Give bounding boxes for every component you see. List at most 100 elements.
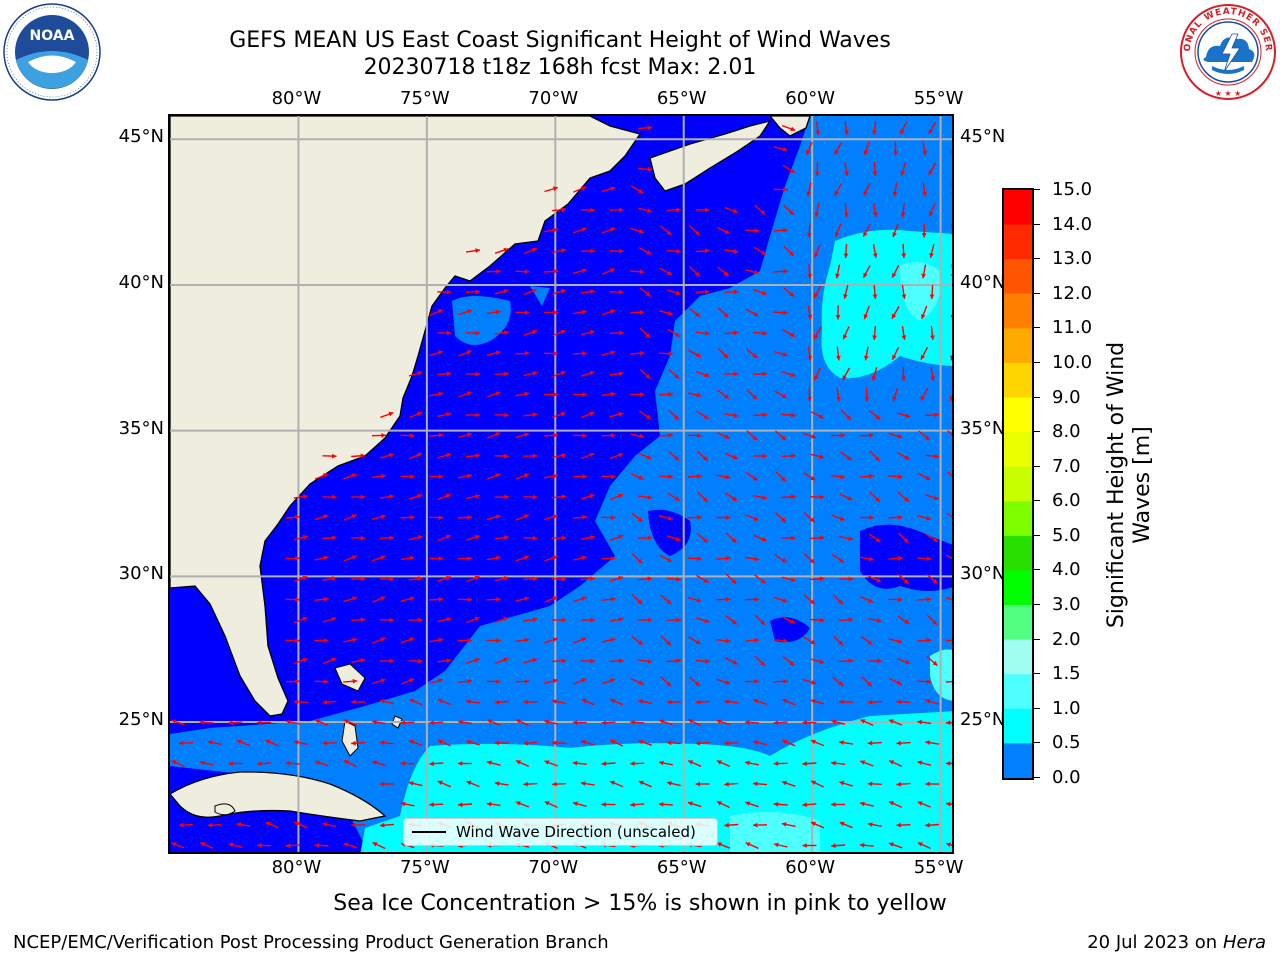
wave-direction-arrowhead bbox=[659, 719, 665, 724]
wave-direction-arrowhead bbox=[695, 781, 700, 787]
wave-direction-arrow bbox=[945, 597, 952, 601]
wave-direction-arrowhead bbox=[581, 268, 587, 274]
wave-direction-arrowhead bbox=[618, 534, 624, 540]
colorbar-tick bbox=[1034, 223, 1040, 225]
wave-direction-arrowhead bbox=[331, 535, 337, 541]
lon-tick-bottom: 60°W bbox=[785, 857, 836, 878]
wave-direction-arrowhead bbox=[810, 639, 816, 645]
colorbar-tick bbox=[1034, 361, 1040, 363]
wave-direction-arrowhead bbox=[950, 192, 952, 194]
colorbar-label: 8.0 bbox=[1052, 421, 1081, 443]
wave-direction-arrowhead bbox=[647, 495, 653, 500]
wave-direction-arrowhead bbox=[544, 719, 550, 725]
colorbar-title: Significant Height of Wind Waves [m] bbox=[1104, 342, 1156, 628]
wave-direction-arrowhead bbox=[637, 517, 643, 522]
wave-direction-arrowhead bbox=[302, 657, 308, 663]
wave-direction-arrowhead bbox=[302, 535, 308, 540]
wave-direction-arrowhead bbox=[949, 396, 952, 401]
wave-direction-arrowhead bbox=[676, 576, 681, 582]
wave-direction-arrowhead bbox=[791, 453, 796, 459]
wave-direction-arrowhead bbox=[532, 371, 538, 376]
wave-direction-arrowhead bbox=[237, 739, 242, 745]
wave-direction-arrowhead bbox=[688, 760, 694, 765]
wave-direction-arrowhead bbox=[400, 761, 406, 766]
wave-direction-arrowhead bbox=[725, 474, 731, 480]
wave-direction-arrowhead bbox=[928, 129, 933, 135]
wave-direction-arrowhead bbox=[372, 842, 378, 847]
wave-direction-arrowhead bbox=[863, 190, 868, 196]
wave-direction-arrowhead bbox=[446, 289, 452, 295]
lat-tick-right: 45°N bbox=[960, 126, 1006, 148]
wave-direction-arrowhead bbox=[438, 474, 444, 479]
wave-direction-arrowhead bbox=[666, 230, 672, 235]
wave-direction-arrowhead bbox=[875, 456, 880, 461]
wave-direction-arrowhead bbox=[560, 288, 566, 294]
wave-direction-arrowhead bbox=[466, 391, 472, 396]
wave-direction-arrowhead bbox=[752, 476, 758, 481]
lat-tick-left: 45°N bbox=[118, 126, 164, 148]
wave-direction-arrowhead bbox=[811, 780, 816, 786]
wave-direction-arrowhead bbox=[619, 330, 624, 336]
wave-direction-arrowhead bbox=[802, 720, 807, 725]
wave-direction-arrowhead bbox=[589, 330, 595, 335]
wave-direction-arrowhead bbox=[639, 269, 645, 275]
colorbar-tick bbox=[1034, 569, 1040, 571]
wave-direction-arrowhead bbox=[917, 719, 922, 725]
wave-direction-arrowhead bbox=[753, 781, 758, 787]
colorbar-tick bbox=[1034, 189, 1040, 190]
wave-direction-arrowhead bbox=[705, 248, 710, 254]
wave-direction-arrow bbox=[946, 554, 952, 559]
footer-host: Hera bbox=[1222, 932, 1266, 953]
wave-direction-arrowhead bbox=[618, 412, 624, 417]
wave-direction-arrowhead bbox=[697, 473, 702, 479]
wave-direction-arrowhead bbox=[487, 719, 493, 724]
wave-direction-arrowhead bbox=[429, 802, 434, 807]
colorbar-tick bbox=[1034, 673, 1040, 675]
wave-direction-arrowhead bbox=[789, 168, 795, 173]
wave-direction-arrowhead bbox=[630, 802, 635, 808]
wave-direction-arrowhead bbox=[618, 371, 624, 376]
wave-direction-arrowhead bbox=[475, 330, 480, 336]
wave-direction-arrowhead bbox=[831, 843, 836, 849]
wave-direction-arrowhead bbox=[409, 739, 414, 745]
wave-direction-arrowhead bbox=[705, 289, 710, 295]
colorbar-swatch bbox=[1004, 432, 1032, 468]
sea-class-0-0-5 bbox=[648, 509, 691, 556]
wave-direction-arrowhead bbox=[811, 434, 816, 439]
wave-direction-arrowhead bbox=[638, 188, 644, 194]
wave-direction-arrowhead bbox=[646, 414, 651, 419]
wave-direction-arrowhead bbox=[445, 534, 451, 540]
wave-direction-arrowhead bbox=[645, 291, 651, 297]
wave-direction-arrowhead bbox=[789, 291, 794, 297]
wave-direction-arrowhead bbox=[725, 555, 731, 561]
wave-direction-arrowhead bbox=[573, 801, 578, 807]
wave-direction-arrowhead bbox=[809, 599, 815, 605]
wave-direction-arrowhead bbox=[561, 494, 567, 500]
wave-direction-arrowhead bbox=[807, 355, 813, 361]
colorbar-label: 12.0 bbox=[1052, 282, 1093, 304]
wave-direction-arrowhead bbox=[524, 555, 529, 560]
wave-direction-arrowhead bbox=[400, 801, 406, 807]
wave-direction-arrowhead bbox=[688, 719, 694, 724]
wave-direction-arrowhead bbox=[844, 130, 849, 135]
wave-direction-arrowhead bbox=[925, 781, 930, 787]
wave-direction-arrowhead bbox=[717, 801, 722, 806]
wave-direction-arrowhead bbox=[921, 314, 926, 319]
wave-direction-arrowhead bbox=[901, 294, 907, 299]
wave-direction-arrowhead bbox=[323, 514, 329, 519]
wave-direction-arrowhead bbox=[388, 411, 394, 417]
wave-direction-arrowhead bbox=[724, 781, 729, 787]
wave-direction-arrowhead bbox=[889, 760, 895, 765]
wave-direction-arrowhead bbox=[761, 290, 767, 296]
colorbar bbox=[1002, 188, 1034, 780]
wave-direction-arrowhead bbox=[917, 801, 923, 806]
colorbar-label: 5.0 bbox=[1052, 524, 1081, 546]
wave-direction-arrowhead bbox=[581, 555, 587, 561]
wave-direction-arrowhead bbox=[466, 432, 472, 437]
wave-direction-arrowhead bbox=[589, 452, 595, 458]
wave-direction-arrowhead bbox=[802, 761, 807, 767]
wave-direction-arrowhead bbox=[532, 412, 538, 418]
footer-date-text: 20 Jul 2023 on bbox=[1087, 932, 1223, 953]
wave-direction-arrowhead bbox=[863, 150, 869, 156]
wave-direction-arrowhead bbox=[466, 350, 472, 355]
